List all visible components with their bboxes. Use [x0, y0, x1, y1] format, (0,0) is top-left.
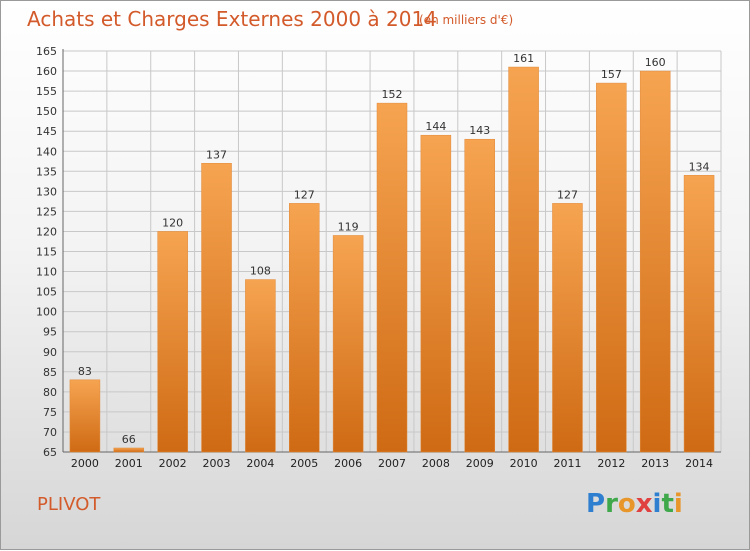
x-tick-label-2001: 2001 [115, 457, 143, 470]
y-tick-label: 115 [36, 246, 57, 259]
x-tick-label-2008: 2008 [422, 457, 450, 470]
x-tick-label-2000: 2000 [71, 457, 99, 470]
y-tick-label: 145 [36, 125, 57, 138]
value-label-2010: 161 [513, 52, 534, 65]
x-tick-label-2011: 2011 [553, 457, 581, 470]
y-tick-label: 135 [36, 165, 57, 178]
value-label-2005: 127 [294, 188, 315, 201]
x-tick-label-2005: 2005 [290, 457, 318, 470]
bar-2002 [157, 231, 188, 453]
logo-letter: r [605, 489, 618, 519]
y-tick-label: 120 [36, 225, 57, 238]
x-tick-label-2014: 2014 [685, 457, 713, 470]
value-label-2000: 83 [78, 365, 92, 378]
value-label-2009: 143 [469, 124, 490, 137]
x-tick-label-2003: 2003 [203, 457, 231, 470]
x-tick-label-2012: 2012 [597, 457, 625, 470]
bar-2009 [464, 138, 495, 453]
logo-letter: i [652, 489, 662, 519]
value-label-2014: 134 [689, 160, 710, 173]
bar-2013 [639, 70, 671, 453]
value-label-2012: 157 [601, 68, 622, 81]
bar-2007 [376, 102, 408, 453]
logo-letter: i [673, 489, 683, 519]
logo-letter: x [635, 489, 653, 519]
value-label-2008: 144 [425, 120, 446, 133]
logo-letter: P [586, 489, 606, 519]
x-tick-label-2002: 2002 [159, 457, 187, 470]
y-tick-label: 140 [36, 145, 57, 158]
y-tick-label: 165 [36, 45, 57, 58]
value-label-2011: 127 [557, 188, 578, 201]
bar-2001 [113, 447, 145, 453]
bar-2003 [201, 163, 232, 453]
bar-2006 [332, 235, 364, 453]
x-tick-label-2010: 2010 [510, 457, 538, 470]
bar-2000 [69, 379, 101, 453]
x-tick-label-2006: 2006 [334, 457, 362, 470]
x-tick-label-2013: 2013 [641, 457, 669, 470]
bar-2012 [596, 82, 627, 453]
bar-2010 [508, 66, 539, 453]
y-tick-label: 160 [36, 65, 57, 78]
bar-2008 [420, 134, 452, 453]
logo-letter: o [617, 489, 636, 519]
labels: 65 70 75 80 85 90 95 100 105 110 115 120 125 130 135 14… [36, 45, 713, 470]
logo-letter: t [661, 489, 674, 519]
commune-name: PLIVOT [37, 494, 101, 515]
y-tick-label: 155 [36, 85, 57, 98]
y-tick-label: 105 [36, 286, 57, 299]
y-tick-label: 85 [43, 366, 57, 379]
value-label-2007: 152 [382, 88, 403, 101]
y-tick-label: 65 [43, 446, 57, 459]
value-label-2001: 66 [122, 433, 136, 446]
y-tick-label: 150 [36, 105, 57, 118]
y-tick-label: 95 [43, 326, 57, 339]
y-tick-label: 70 [43, 426, 57, 439]
y-tick-label: 125 [36, 205, 57, 218]
bar-2014 [683, 175, 715, 453]
y-tick-label: 75 [43, 406, 57, 419]
value-label-2006: 119 [338, 220, 359, 233]
bar-2004 [245, 279, 276, 453]
y-tick-label: 100 [36, 306, 57, 319]
x-tick-label-2007: 2007 [378, 457, 406, 470]
chart-title: Achats et Charges Externes 2000 à 2014 [27, 7, 437, 31]
y-tick-label: 90 [43, 346, 57, 359]
bar-2005 [289, 203, 320, 453]
y-tick-label: 130 [36, 185, 57, 198]
value-label-2013: 160 [645, 56, 666, 69]
x-tick-label-2009: 2009 [466, 457, 494, 470]
value-label-2002: 120 [162, 216, 183, 229]
proxiti-logo: Proxiti [586, 489, 683, 519]
y-tick-label: 110 [36, 266, 57, 279]
x-tick-label-2004: 2004 [246, 457, 274, 470]
y-tick-label: 80 [43, 386, 57, 399]
bar-2011 [552, 203, 583, 453]
value-label-2004: 108 [250, 265, 271, 278]
chart-unit-label: (en milliers d'€) [419, 13, 514, 27]
bars [69, 66, 715, 453]
value-label-2003: 137 [206, 148, 227, 161]
